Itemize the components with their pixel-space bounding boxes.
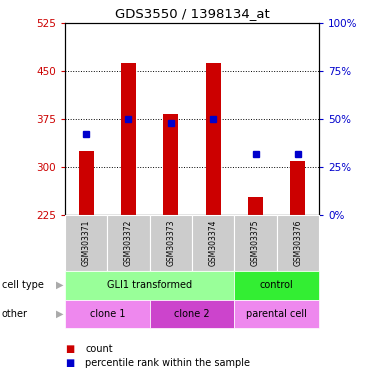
Bar [206,63,221,215]
Text: parental cell: parental cell [246,309,307,319]
Text: percentile rank within the sample: percentile rank within the sample [85,358,250,368]
Text: clone 2: clone 2 [174,309,210,319]
Text: ■: ■ [65,358,74,368]
Text: GSM303375: GSM303375 [251,220,260,266]
Text: other: other [2,309,28,319]
Bar [79,151,93,215]
Text: cell type: cell type [2,280,44,290]
Text: ▶: ▶ [56,280,63,290]
Text: GSM303376: GSM303376 [293,220,302,266]
Text: count: count [85,344,113,354]
Text: GSM303374: GSM303374 [209,220,218,266]
Text: GSM303372: GSM303372 [124,220,133,266]
Bar [163,114,178,215]
Text: GSM303371: GSM303371 [82,220,91,266]
Text: ▶: ▶ [56,309,63,319]
Text: GSM303373: GSM303373 [166,220,175,266]
Text: GLI1 transformed: GLI1 transformed [107,280,192,290]
Bar [121,63,136,215]
Text: control: control [260,280,293,290]
Title: GDS3550 / 1398134_at: GDS3550 / 1398134_at [115,7,269,20]
Bar [290,161,305,215]
Text: clone 1: clone 1 [89,309,125,319]
Text: ■: ■ [65,344,74,354]
Bar [248,197,263,215]
